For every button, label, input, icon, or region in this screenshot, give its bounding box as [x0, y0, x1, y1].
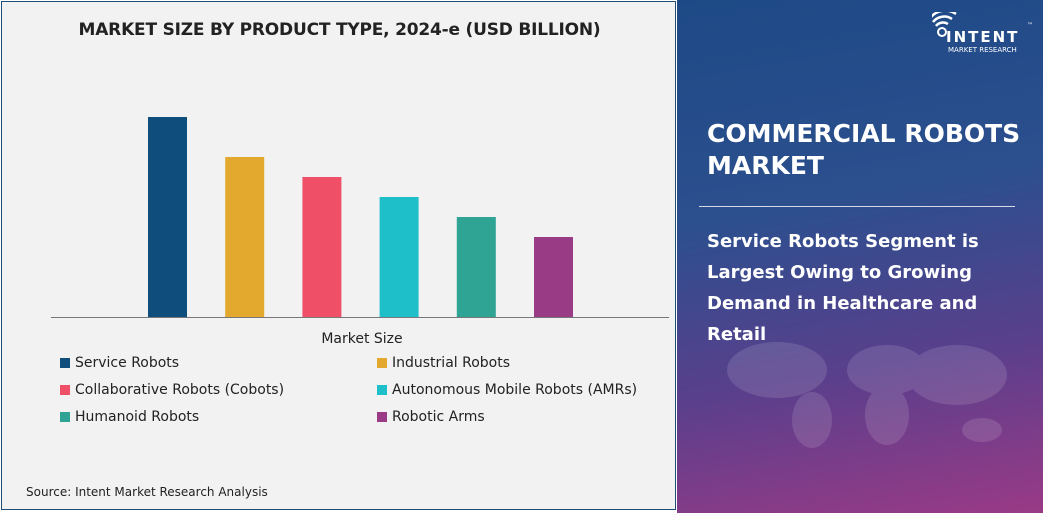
legend-item: Humanoid Robots	[60, 409, 199, 425]
legend-label: Autonomous Mobile Robots (AMRs)	[392, 382, 638, 398]
market-title: COMMERCIAL ROBOTS MARKET	[707, 119, 1021, 180]
bar-service-robots	[148, 117, 187, 317]
chart-panel: MARKET SIZE BY PRODUCT TYPE, 2024-e (USD…	[1, 1, 676, 510]
x-axis-label: Market Size	[321, 331, 403, 347]
legend-item: Service Robots	[60, 355, 179, 371]
legend-item: Industrial Robots	[377, 355, 510, 371]
headline: Service Robots Segment is Largest Owing …	[707, 231, 979, 345]
bar-robotic-arms	[534, 237, 573, 317]
source-note: Source: Intent Market Research Analysis	[26, 485, 268, 499]
legend-swatch	[60, 412, 70, 422]
legend-label: Service Robots	[75, 355, 180, 371]
bar-collaborative-robots-cobots	[302, 177, 342, 317]
legend-item: Collaborative Robots (Cobots)	[60, 382, 284, 398]
world-map-icon	[727, 342, 1007, 448]
bar-industrial-robots	[225, 157, 265, 317]
legend-swatch	[377, 412, 387, 422]
info-panel: INTENT ™ MARKET RESEARCH COMMERCIAL ROBO…	[677, 0, 1043, 513]
signal-icon	[932, 12, 957, 37]
legend-swatch	[377, 385, 387, 395]
legend-swatch	[60, 385, 70, 395]
legend-swatch	[60, 358, 70, 368]
bar-chart	[51, 117, 669, 318]
legend-item: Robotic Arms	[377, 409, 485, 425]
legend-label: Humanoid Robots	[75, 409, 200, 425]
divider	[699, 206, 1015, 207]
legend-item: Autonomous Mobile Robots (AMRs)	[377, 382, 637, 398]
bar-autonomous-mobile-robots-amrs	[379, 197, 419, 317]
legend-swatch	[377, 358, 387, 368]
bar-humanoid-robots	[456, 217, 496, 317]
intent-logo: INTENT ™ MARKET RESEARCH	[932, 12, 1042, 58]
legend-label: Industrial Robots	[392, 355, 511, 371]
legend-label: Collaborative Robots (Cobots)	[75, 382, 285, 398]
chart-title: MARKET SIZE BY PRODUCT TYPE, 2024-e (USD…	[78, 20, 601, 40]
legend-label: Robotic Arms	[392, 409, 485, 425]
